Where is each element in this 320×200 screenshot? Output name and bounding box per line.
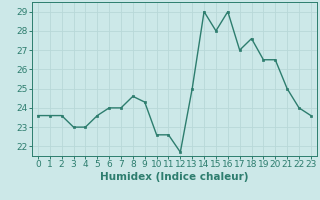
- X-axis label: Humidex (Indice chaleur): Humidex (Indice chaleur): [100, 172, 249, 182]
